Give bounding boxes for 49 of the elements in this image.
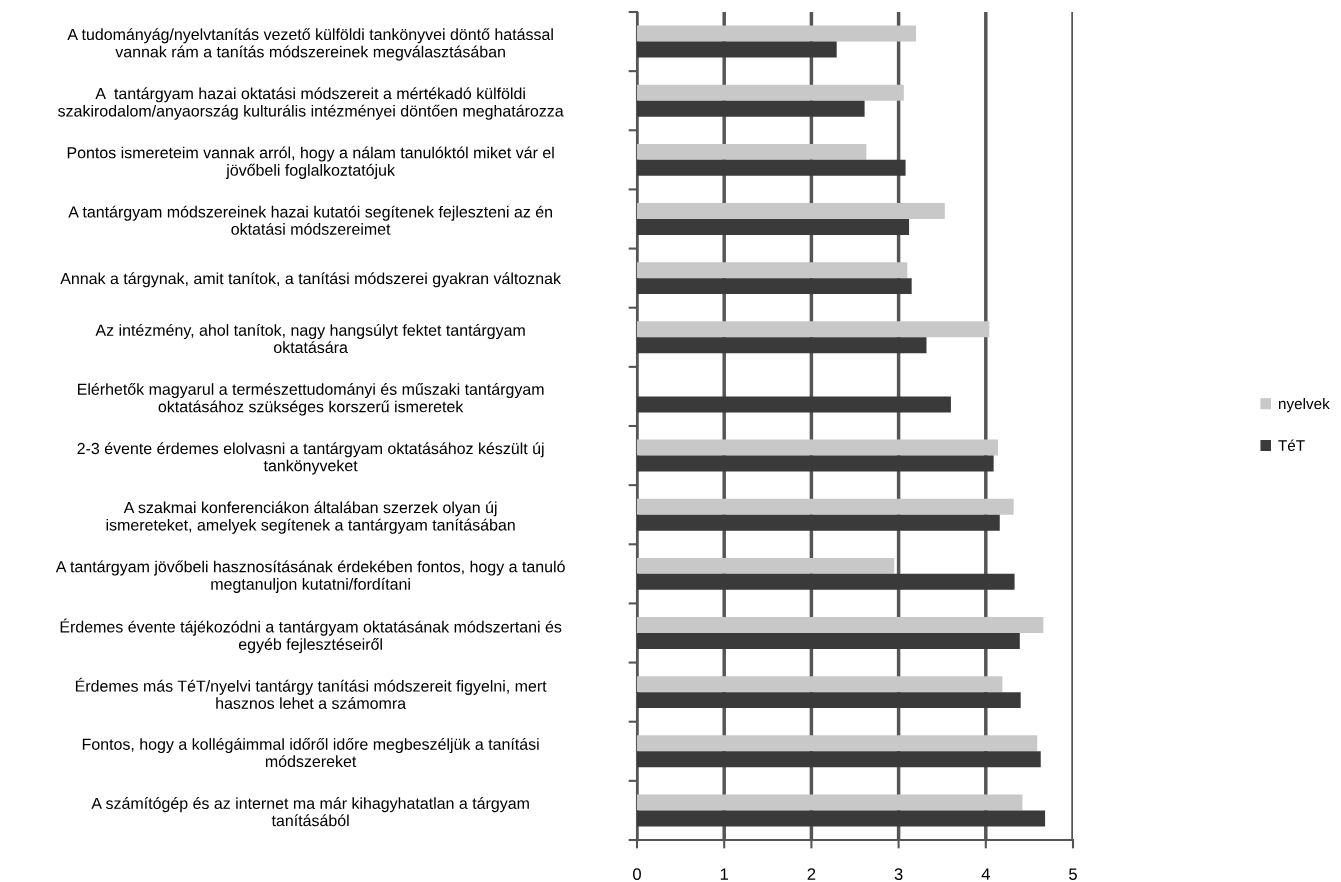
bar (637, 735, 1038, 752)
x-tick-label: 3 (894, 868, 903, 881)
bar (637, 321, 990, 338)
y-tick-label: Elérhetők magyarul a természettudományi és műszaki tantárgyam oktatásához szükséges korszerű ismeretek (78, 383, 544, 416)
y-tick-label: A szakmai konferenciákon általában szerzek olyan új ismereteket, amelyek segítenek a tantárgyam tanításában (106, 501, 515, 534)
x-tick-label: 5 (1069, 868, 1077, 881)
y-tick-label: A tantárgyam hazai oktatási módszereit a mértékadó külföldi szakirodalom/anyaország kulturális intézményei döntően meghatározza (58, 87, 564, 120)
bar (637, 751, 1041, 768)
legend-label: TéT (1278, 439, 1305, 451)
x-tick-label: 1 (720, 868, 729, 880)
y-tick-label: Annak a tárgynak, amit tanítok, a tanítási módszerei gyakran változnak (60, 272, 562, 288)
bar (637, 41, 837, 58)
bar (637, 498, 1014, 515)
bar (637, 810, 1046, 827)
y-tick-label: Érdemes évente tájékozódni a tantárgyam oktatásának módszertani és egyéb fejlesztéseiről (60, 618, 562, 654)
bar (637, 219, 910, 235)
y-tick-label: Az intézmény, ahol tanítok, nagy hangsúlyt fektet tantárgyam oktatására (95, 323, 525, 354)
bar (637, 100, 865, 117)
bar (637, 514, 1000, 531)
y-tick-label: Fontos, hogy a kollégáimmal időről időre megbeszéljük a tanítási módszereket (82, 737, 539, 768)
bar (637, 159, 906, 176)
bar (637, 396, 951, 413)
bar (637, 794, 1023, 811)
y-tick-label: Pontos ismereteim vannak arról, hogy a nálam tanulóktól miket vár el jövőbeli foglalkoztatójuk (67, 146, 554, 179)
bar (637, 633, 1020, 649)
bar (637, 25, 917, 42)
y-tick-label: A tudományág/nyelvtanítás vezető külföldi tankönyvei döntő hatással vannak rám a tanítás módszereinek megválasztásában (67, 28, 553, 61)
x-tick-label: 0 (633, 868, 641, 881)
y-tick-label: A számítógép és az internet ma már kihagyhatatlan a tárgyam tanításából (91, 797, 529, 827)
bar (637, 439, 999, 456)
bar (637, 84, 904, 101)
bar (637, 262, 908, 279)
bar (637, 455, 994, 472)
bar (637, 676, 1003, 693)
bar (637, 278, 912, 295)
y-tick-label: A tantárgyam jövőbeli hasznosításának érdekében fontos, hogy a tanuló megtanuljon kutatni/fordítani (55, 560, 565, 593)
x-tick-label: 4 (981, 868, 990, 880)
x-tick-label: 2 (807, 868, 816, 880)
bar (637, 337, 927, 354)
y-tick-label: 2-3 évente érdemes elolvasni a tantárgyam oktatásához készült új tankönyveket (77, 442, 544, 475)
legend-label: nyelvek (1278, 398, 1330, 413)
bar (637, 573, 1015, 590)
y-tick-label: Érdemes más TéT/nyelvi tantárgy tanítási módszereit figyelni, mert hasznos lehet a számomra (75, 677, 547, 709)
bar (637, 617, 1044, 633)
bar (637, 203, 945, 219)
y-tick-label: A tantárgyam módszereinek hazai kutatói segítenek fejleszteni az én oktatási módszereimet (68, 205, 552, 235)
bar (637, 692, 1021, 709)
bar (637, 143, 867, 160)
bar (637, 557, 895, 574)
